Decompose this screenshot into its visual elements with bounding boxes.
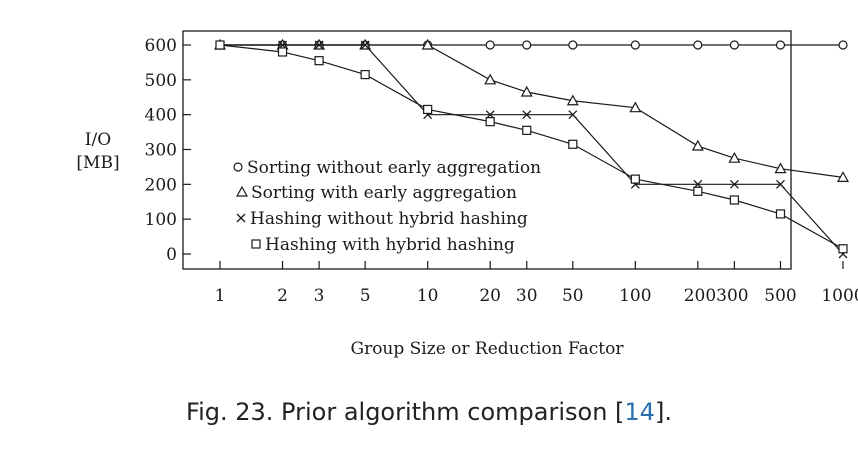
x-tick-label: 2 <box>277 286 288 306</box>
triangle-marker <box>728 151 741 163</box>
square-marker <box>277 47 288 57</box>
square-marker <box>568 139 578 149</box>
x-marker <box>360 40 370 50</box>
circle-marker <box>568 40 578 50</box>
circle-marker <box>838 40 848 50</box>
square-marker <box>360 70 370 80</box>
triangle-marker <box>235 185 249 197</box>
square-marker <box>215 40 225 50</box>
triangle-marker <box>691 139 704 151</box>
y-tick-label: 500 <box>145 71 177 91</box>
y-tick-label: 0 <box>166 245 177 265</box>
square-marker <box>423 104 433 115</box>
x-tick-label: 30 <box>516 286 538 306</box>
caption-prefix: Fig. 23. Prior algorithm comparison [ <box>186 398 625 426</box>
legend-label: Sorting without early aggregation <box>247 158 541 178</box>
square-marker <box>314 56 324 66</box>
circle-marker <box>775 40 786 50</box>
triangle-marker <box>836 171 850 182</box>
square-marker <box>838 244 848 254</box>
x-tick-label: 10 <box>417 286 439 306</box>
legend-label: Sorting with early aggregation <box>251 183 517 203</box>
square-marker <box>251 239 261 249</box>
y-tick-label: 400 <box>145 106 177 126</box>
x-axis-label: Group Size or Reduction Factor <box>350 339 624 359</box>
y-axis-label-line: [MB] <box>76 153 119 173</box>
x-marker <box>776 179 785 189</box>
x-marker <box>236 213 246 223</box>
triangle-marker <box>520 85 533 97</box>
x-tick-label: 200300 <box>684 286 749 306</box>
square-marker <box>522 125 532 135</box>
legend-label: Hashing with hybrid hashing <box>265 235 515 255</box>
circle-marker <box>630 40 640 50</box>
series-square <box>215 40 848 254</box>
x-marker <box>522 110 532 120</box>
x-tick-label: 1000 <box>821 286 858 306</box>
square-marker <box>630 174 640 184</box>
x-tick-label: 500 <box>764 286 796 306</box>
triangle-marker <box>566 94 579 106</box>
y-tick-label: 600 <box>145 36 177 56</box>
legend-label: Hashing without hybrid hashing <box>250 209 528 229</box>
circle-marker <box>522 40 532 50</box>
x-marker <box>729 179 739 189</box>
x-marker <box>568 110 578 120</box>
square-marker <box>729 195 740 205</box>
square-marker <box>693 186 703 196</box>
y-tick-label: 200 <box>145 175 177 195</box>
caption-reference-link[interactable]: 14 <box>624 398 655 426</box>
figure-caption: Fig. 23. Prior algorithm comparison [14]… <box>0 398 858 426</box>
x-tick-label: 20 <box>479 286 501 306</box>
triangle-marker <box>484 73 497 85</box>
x-tick-label: 5 <box>360 286 371 306</box>
x-tick-label: 50 <box>562 286 584 306</box>
triangle-marker <box>774 162 787 174</box>
caption-suffix: ]. <box>654 398 672 426</box>
y-axis-label-line: I/O <box>85 130 111 150</box>
x-tick-label: 3 <box>314 286 325 306</box>
circle-marker <box>729 40 740 50</box>
circle-marker <box>693 40 703 50</box>
y-tick-label: 100 <box>145 210 177 230</box>
x-marker <box>314 40 324 50</box>
triangle-marker <box>629 101 642 113</box>
x-tick-label: 100 <box>619 286 651 306</box>
square-marker <box>485 117 495 127</box>
x-tick-label: 1 <box>215 286 226 306</box>
square-marker <box>775 209 786 219</box>
triangle-marker <box>421 38 434 50</box>
series-x <box>215 40 848 259</box>
circle-marker <box>485 40 495 50</box>
y-tick-label: 300 <box>145 141 177 161</box>
circle-marker <box>233 162 243 172</box>
